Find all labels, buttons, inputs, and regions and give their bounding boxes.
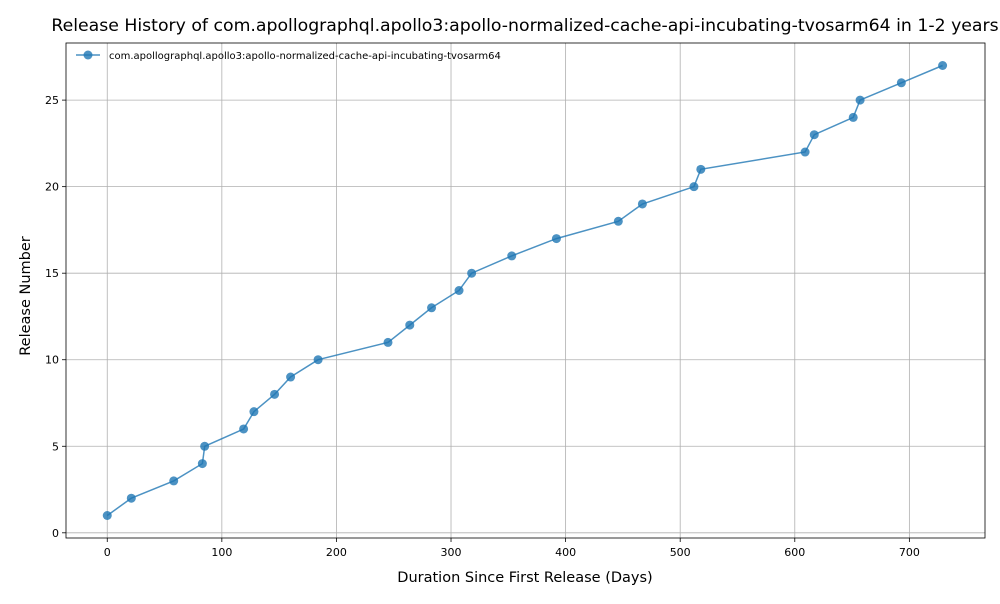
data-point [467,268,477,278]
data-point [286,372,296,382]
data-point [102,511,112,520]
data-point [696,164,706,174]
legend: com.apollographql.apollo3:apollo-normali… [76,50,501,62]
data-point [800,147,810,157]
legend-label: com.apollographql.apollo3:apollo-normali… [109,51,501,62]
x-tick-label: 700 [899,546,920,559]
y-tick-label: 0 [52,527,59,540]
data-point [855,95,865,105]
data-point [896,78,906,88]
data-point [507,251,517,261]
data-point [126,493,136,503]
y-tick-label: 5 [52,440,59,453]
x-axis-label: Duration Since First Release (Days) [397,570,652,586]
data-point [383,337,393,347]
data-point [454,286,464,295]
x-tick-label: 100 [211,546,232,559]
data-series [102,61,948,520]
x-tick-label: 300 [441,546,462,559]
grid-lines [66,43,985,538]
data-point [938,61,948,70]
plot-frame [65,42,986,539]
data-point [809,130,819,140]
data-point [405,320,415,330]
x-tick-label: 600 [784,546,805,559]
y-tick-label: 20 [45,181,59,194]
y-axis-label: Release Number [18,236,34,356]
data-point [270,389,280,399]
y-tick-label: 25 [45,94,59,107]
data-point [169,476,179,486]
data-point [313,355,323,365]
x-tick-label: 400 [555,546,576,559]
data-point [239,424,249,434]
data-point [637,199,647,209]
data-point [427,303,437,313]
data-point [551,234,561,244]
data-point [613,216,623,226]
data-point [249,407,259,417]
chart-title: Release History of com.apollographql.apo… [51,16,998,36]
data-point [200,441,210,451]
legend-marker-swatch [83,50,93,60]
x-tick-label: 0 [104,546,111,559]
x-tick-label: 500 [670,546,691,559]
data-point [197,459,207,469]
data-point [848,112,858,122]
axis-ticks: 0 100 200 300 400 500 600 700 0 5 10 15 20 25 [45,94,920,559]
y-tick-label: 15 [45,267,59,280]
y-tick-label: 10 [45,354,59,367]
x-tick-label: 200 [326,546,347,559]
data-point [689,182,699,192]
